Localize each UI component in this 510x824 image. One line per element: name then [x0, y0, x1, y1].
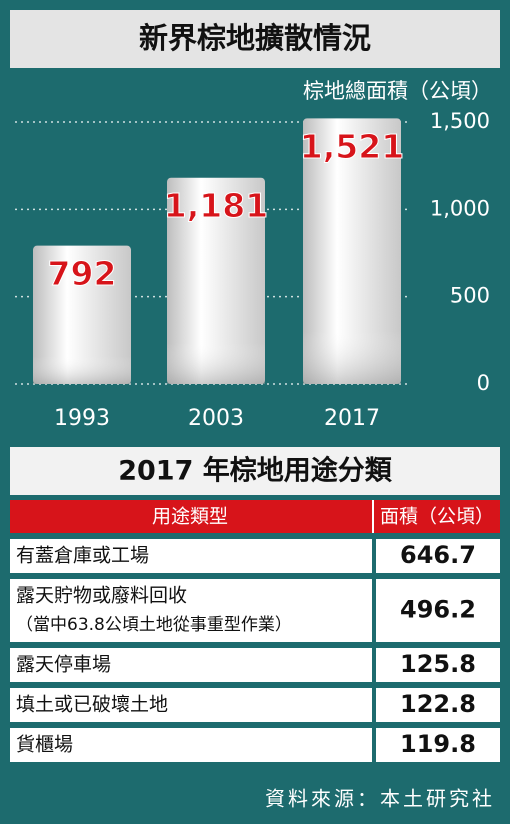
value-label: 1,181	[164, 186, 268, 225]
row-label: 露天貯物或廢料回收	[16, 585, 187, 607]
row-value: 646.7	[400, 541, 476, 569]
column-header: 面積（公頃）	[380, 506, 494, 528]
table-title-box	[10, 447, 500, 495]
row-label: 貨櫃場	[16, 734, 73, 756]
y-axis-label: 棕地總面積（公頃）	[303, 79, 492, 103]
bar-shade	[167, 177, 265, 384]
row-cell	[376, 539, 500, 573]
chart-title: 新界棕地擴散情況	[139, 21, 371, 55]
row-cell	[10, 688, 372, 722]
row-value: 496.2	[400, 596, 476, 624]
table-header	[10, 500, 500, 533]
source: 資料來源：本土研究社	[265, 787, 495, 811]
row-cell	[10, 539, 372, 573]
table-title: 2017 年棕地用途分類	[118, 455, 393, 487]
y-tick-label: 0	[477, 371, 490, 395]
row-cell	[376, 579, 500, 642]
value-label: 1,521	[300, 127, 404, 166]
value-label: 792	[48, 254, 117, 293]
title-box	[10, 10, 500, 68]
row-cell	[376, 648, 500, 682]
x-tick-label: 2017	[324, 406, 380, 431]
x-tick-label: 1993	[54, 406, 110, 431]
y-tick-label: 500	[450, 284, 490, 308]
row-value: 125.8	[400, 650, 476, 678]
row-note: （當中63.8公頃土地從事重型作業）	[16, 615, 292, 635]
row-label: 填土或已破壞土地	[16, 694, 168, 716]
row-cell	[376, 688, 500, 722]
bar-shade	[303, 118, 401, 384]
y-tick-label: 1,000	[430, 196, 490, 220]
row-label: 露天停車場	[16, 654, 111, 676]
column-header: 用途類型	[152, 506, 228, 528]
bar-shade	[33, 245, 131, 384]
row-value: 122.8	[400, 690, 476, 718]
row-cell	[10, 648, 372, 682]
row-cell	[376, 728, 500, 762]
row-value: 119.8	[400, 730, 476, 758]
row-cell	[10, 579, 372, 642]
y-tick-label: 1,500	[430, 109, 490, 133]
row-cell	[10, 728, 372, 762]
plot: 0 500 1,000 1,500 792 1993 1,181 2003 1,521 2017	[15, 109, 490, 431]
x-tick-label: 2003	[188, 406, 244, 431]
table-rows: 有蓋倉庫或工場 646.7 露天貯物或廢料回收 （當中63.8公頃土地從事重型作業） 4…	[10, 539, 500, 762]
row-label: 有蓋倉庫或工場	[16, 545, 149, 567]
